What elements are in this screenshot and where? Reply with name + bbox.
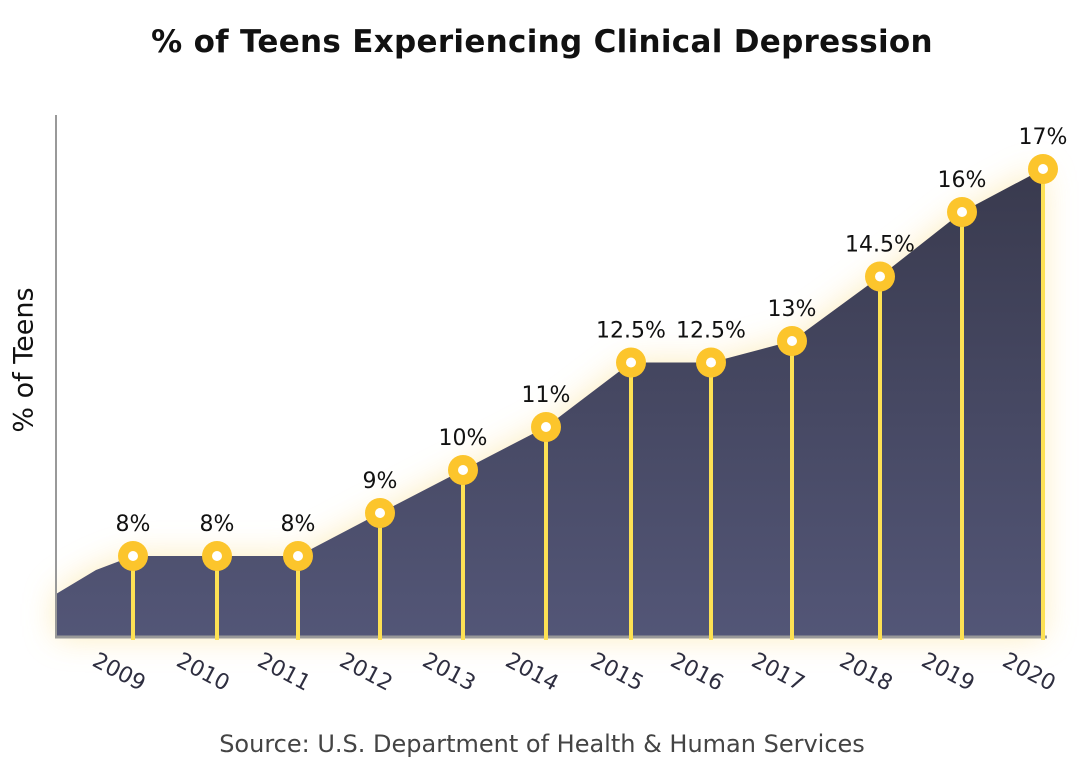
data-point-marker xyxy=(365,498,395,528)
value-label: 14.5% xyxy=(845,233,915,258)
x-tick-label: 2013 xyxy=(418,648,479,696)
value-label: 8% xyxy=(281,512,316,537)
data-point-marker xyxy=(696,347,726,378)
x-tick-label: 2012 xyxy=(335,648,396,696)
source-note: Source: U.S. Department of Health & Huma… xyxy=(219,730,865,758)
x-tick-label: 2014 xyxy=(501,648,562,696)
data-point-marker xyxy=(202,541,232,571)
area-fill xyxy=(56,169,1043,637)
data-point-marker xyxy=(283,541,313,571)
data-point-marker xyxy=(865,261,895,292)
x-tick-label: 2011 xyxy=(253,648,314,696)
x-tick-label: 2018 xyxy=(835,648,896,696)
data-point-marker xyxy=(777,326,807,356)
value-label: 12.5% xyxy=(676,319,746,344)
x-tick-labels: 2009 2010 2011 2012 2013 2014 2015 2016 2017 2018… xyxy=(88,648,1059,696)
data-point-marker xyxy=(1028,154,1058,184)
x-tick-label: 2019 xyxy=(917,648,978,696)
x-tick-label: 2010 xyxy=(172,648,233,696)
x-tick-label: 2016 xyxy=(666,648,727,696)
value-labels: 8% 8% 8% 9% 10% 11% 12.5% 12.5% 13% 14.5% 16% 17% xyxy=(116,125,1068,537)
markers xyxy=(118,154,1058,571)
data-point-marker xyxy=(448,455,478,485)
value-label: 11% xyxy=(522,383,571,408)
data-point-marker xyxy=(531,412,561,442)
value-label: 9% xyxy=(363,469,398,494)
value-label: 17% xyxy=(1019,125,1068,150)
chart-title: % of Teens Experiencing Clinical Depress… xyxy=(151,24,933,60)
value-label: 10% xyxy=(439,426,488,451)
x-tick-label: 2009 xyxy=(88,648,149,696)
value-label: 8% xyxy=(200,512,235,537)
data-point-marker xyxy=(947,197,977,227)
x-tick-label: 2020 xyxy=(998,648,1059,696)
value-label: 16% xyxy=(938,168,987,193)
stems xyxy=(131,169,1045,640)
data-point-marker xyxy=(616,347,646,378)
data-point-marker xyxy=(118,541,148,571)
value-label: 8% xyxy=(116,512,151,537)
x-tick-label: 2017 xyxy=(747,648,808,696)
value-label: 12.5% xyxy=(596,319,666,344)
x-tick-label: 2015 xyxy=(586,648,647,696)
value-label: 13% xyxy=(768,297,817,322)
